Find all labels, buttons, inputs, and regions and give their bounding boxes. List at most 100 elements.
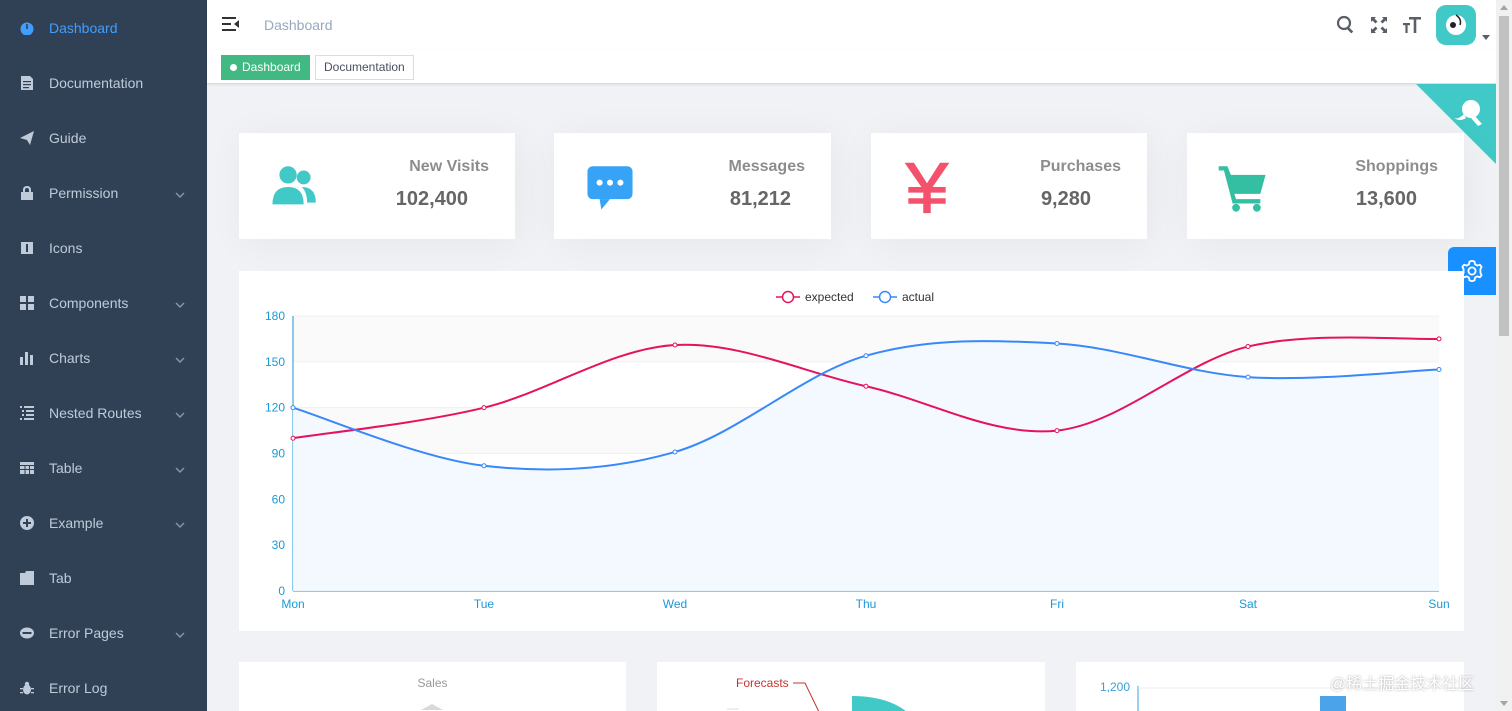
money-icon (897, 157, 957, 217)
caret-down-icon[interactable] (1476, 0, 1496, 50)
data-point-actual (1054, 341, 1060, 346)
sidebar-item-permission[interactable]: Permission (0, 165, 207, 220)
tag-documentation[interactable]: Documentation (315, 55, 414, 80)
legend-marker-actual (878, 290, 892, 304)
card-value: 102,400 (395, 188, 468, 210)
lock-icon (20, 185, 34, 200)
watermark: @稀土掘金技术社区 (1330, 676, 1475, 693)
data-point-expected (290, 435, 296, 441)
tags-view: Dashboard Documentation (207, 50, 1496, 84)
legend-label-expected: expected (805, 290, 854, 304)
bar-chart-panel: 1,200 (1076, 662, 1464, 711)
sidebar-item-documentation[interactable]: Documentation (0, 55, 207, 110)
github-corner[interactable] (1416, 84, 1496, 164)
card-new-visits[interactable]: New Visits 102,400 (239, 133, 515, 239)
card-shoppings[interactable]: Shoppings 13,600 (1187, 133, 1464, 239)
sidebar-item-label: Error Log (49, 679, 108, 696)
card-value: 13,600 (1355, 188, 1417, 210)
line-chart: 0 30 60 90 120 150 180 Mon Tue Wed Thu Fri Sat Sun exp… (265, 290, 1450, 611)
card-title: Purchases (1040, 158, 1121, 175)
gear-icon (1461, 259, 1483, 283)
card-title: New Visits (409, 158, 489, 175)
hamburger-icon[interactable] (222, 15, 240, 33)
sidebar-item-label: Guide (49, 129, 87, 146)
scroll-thumb[interactable] (1499, 16, 1509, 336)
data-point-actual (481, 463, 487, 469)
data-point-actual (863, 353, 869, 359)
guide-icon (20, 130, 34, 145)
chevron-down-icon (175, 352, 185, 363)
chevron-down-icon (175, 297, 185, 308)
scroll-up-arrow-icon (1500, 5, 1508, 10)
shopping-icon (1213, 157, 1273, 217)
pie-chart-hint (727, 682, 906, 711)
navbar: Dashboard (207, 0, 1496, 50)
github-octocat-icon (1454, 100, 1482, 126)
sidebar-item-table[interactable]: Table (0, 440, 207, 495)
sidebar-item-label: Charts (49, 349, 91, 366)
documentation-icon (20, 75, 34, 90)
sidebar-item-label: Icons (49, 239, 83, 256)
table-icon (20, 461, 34, 475)
x-tick-label: Mon (281, 597, 304, 611)
y-tick-label: 0 (278, 584, 285, 598)
sidebar-item-icons[interactable]: Icons (0, 220, 207, 275)
sidebar-item-label: Permission (49, 184, 119, 201)
components-icon (20, 295, 34, 310)
legend-marker-expected (781, 290, 795, 304)
tag-dashboard[interactable]: Dashboard (221, 55, 310, 80)
sidebar-item-error-pages[interactable]: Error Pages (0, 605, 207, 660)
x-tick-label: Sun (1428, 597, 1449, 611)
sidebar-item-guide[interactable]: Guide (0, 110, 207, 165)
y-tick-label: 60 (272, 492, 286, 506)
sidebar-item-label: Components (49, 294, 129, 311)
sidebar-item-error-log[interactable]: Error Log (0, 660, 207, 711)
data-point-actual (1245, 374, 1251, 380)
card-messages[interactable]: Messages 81,212 (554, 133, 831, 239)
size-icon[interactable] (1395, 0, 1428, 50)
chart-icon (20, 351, 34, 365)
chevron-down-icon (175, 462, 185, 473)
card-purchases[interactable]: Purchases 9,280 (871, 133, 1147, 239)
avatar[interactable] (1436, 5, 1476, 45)
sidebar-item-nested-routes[interactable]: Nested Routes (0, 385, 207, 440)
sidebar-item-label: Error Pages (49, 624, 124, 641)
breadcrumb: Dashboard (264, 17, 333, 33)
sidebar-item-tab[interactable]: Tab (0, 550, 207, 605)
sales-title: Sales (417, 676, 448, 690)
bar-ytick: 1,200 (1100, 680, 1131, 694)
line-chart-panel: 0 30 60 90 120 150 180 Mon Tue Wed Thu Fri Sat Sun exp… (239, 271, 1464, 631)
tag-label: Dashboard (242, 60, 301, 74)
data-point-expected (863, 383, 869, 389)
people-icon (265, 157, 325, 217)
sidebar: Dashboard Documentation Guide Permission Ico… (0, 0, 207, 711)
404-icon (20, 626, 34, 640)
sidebar-item-charts[interactable]: Charts (0, 330, 207, 385)
data-point-expected (1245, 344, 1251, 350)
y-tick-label: 150 (265, 355, 285, 369)
sidebar-item-dashboard[interactable]: Dashboard (0, 0, 207, 55)
data-point-expected (672, 342, 678, 348)
x-tick-label: Fri (1050, 597, 1064, 611)
message-icon (580, 157, 640, 217)
y-tick-label: 30 (272, 538, 286, 552)
sidebar-item-label: Tab (49, 569, 72, 586)
y-tick-label: 90 (272, 447, 286, 461)
forecasts-panel: Forecasts (657, 662, 1045, 711)
series-area-actual (293, 341, 1439, 591)
sidebar-item-components[interactable]: Components (0, 275, 207, 330)
data-point-actual (290, 405, 296, 411)
sidebar-item-label: Dashboard (49, 19, 118, 36)
fullscreen-icon[interactable] (1362, 0, 1395, 50)
chevron-down-icon (175, 187, 185, 198)
x-tick-label: Thu (856, 597, 877, 611)
sidebar-item-example[interactable]: Example (0, 495, 207, 550)
y-tick-label: 180 (265, 309, 285, 323)
search-icon[interactable] (1329, 0, 1362, 50)
page-scrollbar[interactable] (1496, 0, 1512, 711)
data-point-expected (1436, 336, 1442, 342)
sidebar-item-label: Documentation (49, 74, 144, 91)
chevron-down-icon (175, 627, 185, 638)
x-tick-label: Sat (1239, 597, 1258, 611)
data-point-actual (1436, 366, 1442, 372)
